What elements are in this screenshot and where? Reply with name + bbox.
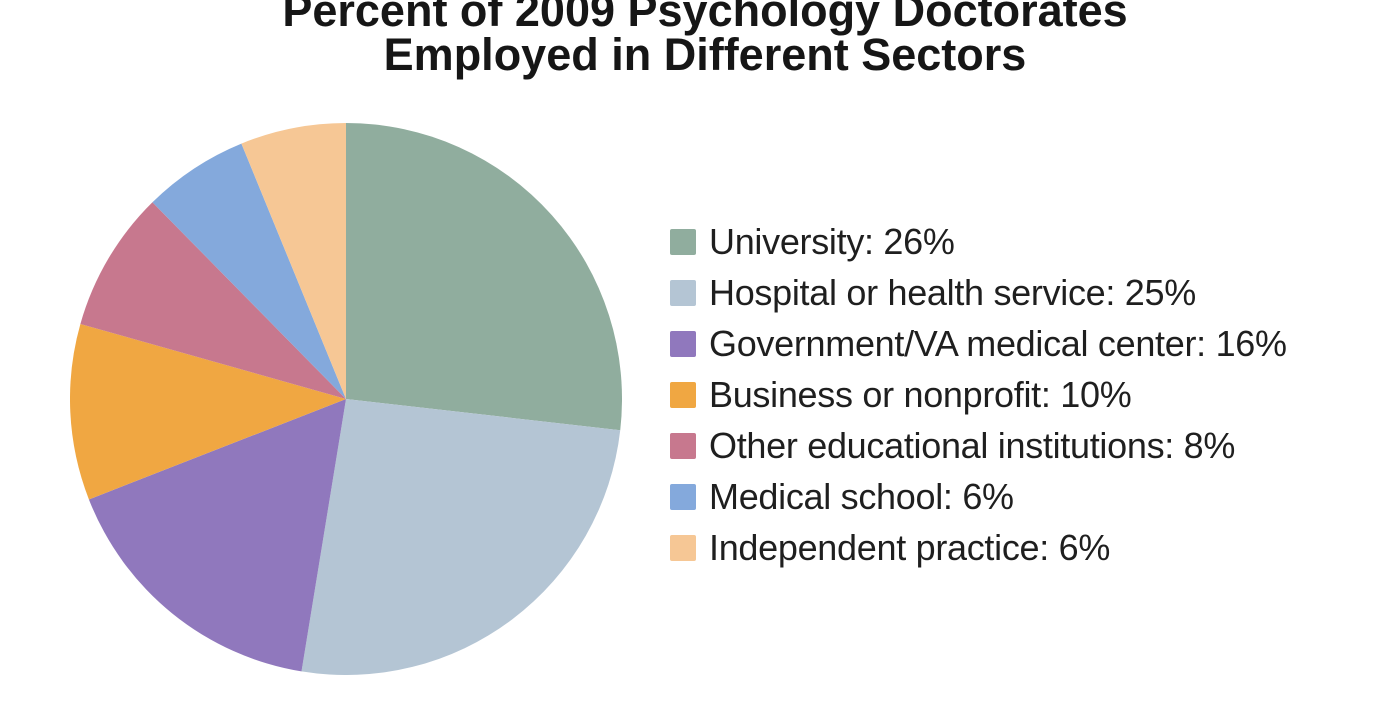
pie-slice-3 [88,399,347,672]
legend-label: Medical school: 6% [709,475,1014,517]
chart-title-line2: Employed in Different Sectors [383,29,1027,80]
pie-slice-4 [70,323,346,500]
pie-slice-2 [301,399,621,675]
legend-item: Government/VA medical center: 16% [670,318,1287,369]
legend-item: Independent practice: 6% [670,522,1287,573]
legend-item: Business or nonprofit: 10% [670,369,1287,420]
legend: University: 26% Hospital or health servic… [670,216,1287,573]
pie-slice-5 [80,202,346,399]
pie-chart [70,123,622,675]
legend-label: Hospital or health service: 25% [709,271,1196,313]
legend-label: University: 26% [709,220,955,262]
legend-swatch [670,330,696,357]
legend-item: University: 26% [670,216,1287,267]
pie-slice-6 [152,143,346,399]
legend-swatch [670,381,696,408]
legend-label: Business or nonprofit: 10% [709,373,1132,415]
pie-slice-1 [346,123,622,431]
legend-item: Other educational institutions: 8% [670,420,1287,471]
legend-swatch [670,228,696,255]
chart-title: Percent of 2009 Psychology Doctorates Em… [35,0,1375,77]
legend-item: Medical school: 6% [670,471,1287,522]
pie-slice-7 [241,123,346,399]
legend-label: Government/VA medical center: 16% [709,322,1287,364]
legend-label: Other educational institutions: 8% [709,424,1236,466]
legend-swatch [670,432,696,459]
legend-swatch [670,279,696,306]
legend-label: Independent practice: 6% [709,526,1111,568]
chart-title-line1: Percent of 2009 Psychology Doctorates [282,0,1128,36]
legend-item: Hospital or health service: 25% [670,267,1287,318]
legend-swatch [670,483,696,510]
legend-swatch [670,534,696,561]
